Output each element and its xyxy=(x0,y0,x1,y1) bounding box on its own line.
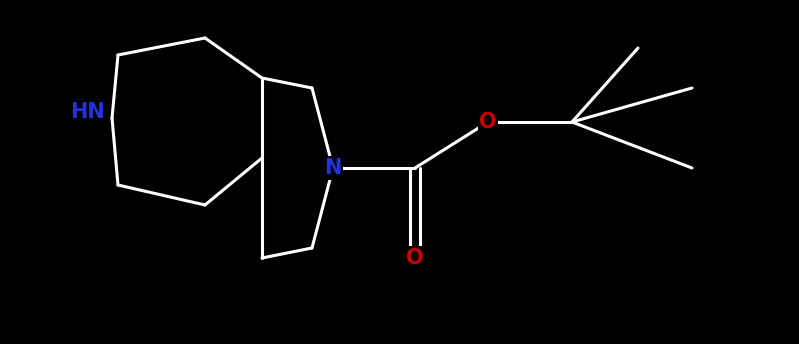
Text: N: N xyxy=(324,158,342,178)
Text: HN: HN xyxy=(70,102,105,122)
Text: O: O xyxy=(479,112,497,132)
Text: O: O xyxy=(406,248,423,268)
